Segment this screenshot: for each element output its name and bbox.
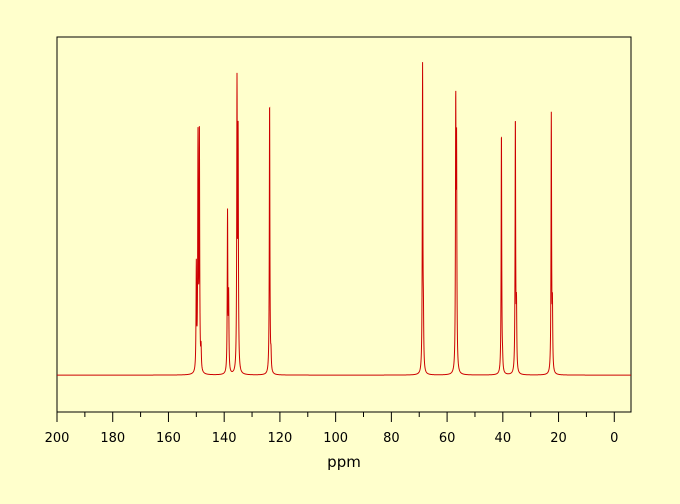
- x-tick-label: 60: [439, 431, 456, 446]
- x-tick-label: 80: [383, 431, 400, 446]
- x-tick-label: 140: [212, 431, 237, 446]
- spectrum-series-line: [57, 62, 631, 376]
- x-tick-label: 200: [45, 431, 70, 446]
- x-tick-label: 160: [156, 431, 181, 446]
- x-tick-label: 0: [610, 431, 618, 446]
- x-tick-label: 180: [100, 431, 125, 446]
- x-axis-tick-labels: 200 180 160 140 120 100 80 60 40 20 0: [45, 431, 619, 446]
- x-tick-label: 100: [323, 431, 348, 446]
- plot-area: [56, 36, 632, 413]
- x-axis-label: ppm: [327, 453, 361, 471]
- x-tick-label: 120: [267, 431, 292, 446]
- x-tick-label: 40: [495, 431, 512, 446]
- x-axis-ticks: [56, 412, 615, 422]
- x-tick-label: 20: [550, 431, 567, 446]
